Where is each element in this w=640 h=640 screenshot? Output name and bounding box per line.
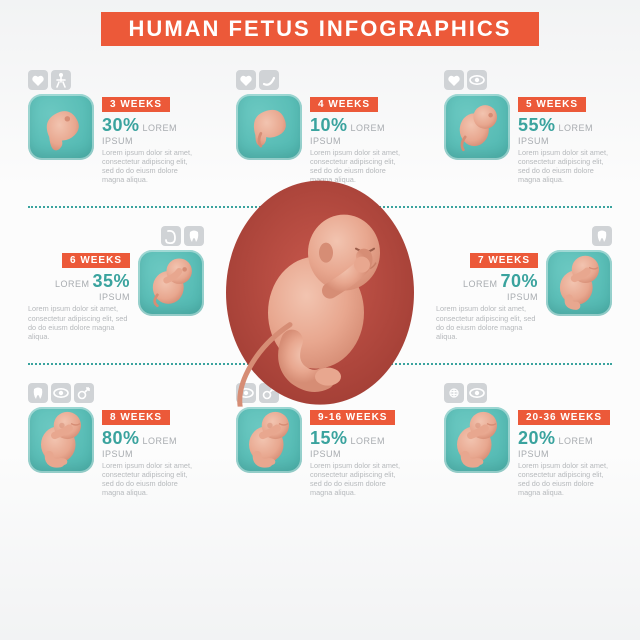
stage-w5: 5 WEEKS 55% LOREM IPSUMLorem ipsum dolor … [444, 70, 612, 184]
percent-line: 80% LOREM IPSUM [102, 428, 196, 459]
stage-text: 6 WEEKS 35% LOREM IPSUMLorem ipsum dolor … [28, 250, 130, 340]
tail-icon [259, 70, 279, 90]
eye-icon [51, 383, 71, 403]
percent-value: 35% [92, 271, 130, 291]
percent-value: 80% [102, 428, 140, 448]
stage-text: 7 WEEKS 70% LOREM IPSUMLorem ipsum dolor … [436, 250, 538, 340]
fetus-thumb [236, 94, 302, 160]
stage-body: 20-36 WEEKS 20% LOREM IPSUMLorem ipsum do… [444, 407, 612, 497]
stage-icons [28, 226, 204, 246]
stage-icons [444, 70, 612, 90]
heart-icon [28, 70, 48, 90]
fetus-thumb [28, 94, 94, 160]
weeks-label: 5 WEEKS [518, 97, 586, 112]
fetus-thumb [138, 250, 204, 316]
weeks-label: 3 WEEKS [102, 97, 170, 112]
brain-icon [444, 383, 464, 403]
percent-line: 35% LOREM IPSUM [28, 271, 130, 302]
weeks-label: 8 WEEKS [102, 410, 170, 425]
heart-icon [444, 70, 464, 90]
stage-w6: 6 WEEKS 35% LOREM IPSUMLorem ipsum dolor … [28, 226, 204, 340]
percent-line: 15% LOREM IPSUM [310, 428, 404, 459]
stages-grid: 3 WEEKS30% LOREM IPSUMLorem ipsum dolor … [0, 52, 640, 519]
stage-icons [28, 383, 196, 403]
stage-body: 6 WEEKS 35% LOREM IPSUMLorem ipsum dolor … [28, 250, 204, 340]
percent-line: 55% LOREM IPSUM [518, 115, 612, 146]
percent-value: 15% [310, 428, 348, 448]
percent-value: 20% [518, 428, 556, 448]
stage-w4: 4 WEEKS10% LOREM IPSUMLorem ipsum dolor … [236, 70, 404, 184]
stage-text: 5 WEEKS 55% LOREM IPSUMLorem ipsum dolor … [518, 94, 612, 184]
percent-line: 10% LOREM IPSUM [310, 115, 404, 146]
stage-w7: 7 WEEKS 70% LOREM IPSUMLorem ipsum dolor … [436, 226, 612, 340]
weeks-label: 6 WEEKS [62, 253, 130, 268]
weeks-label: 4 WEEKS [310, 97, 378, 112]
hero-fetus [220, 174, 420, 406]
percent-line: 70% LOREM IPSUM [436, 271, 538, 302]
weeks-label: 9-16 WEEKS [310, 410, 395, 425]
ear-icon [161, 226, 181, 246]
stage-body: 4 WEEKS10% LOREM IPSUMLorem ipsum dolor … [236, 94, 404, 184]
stage-desc: Lorem ipsum dolor sit amet, consectetur … [102, 461, 196, 497]
stage-text: 3 WEEKS 30% LOREM IPSUMLorem ipsum dolor … [102, 94, 196, 184]
stage-body: 3 WEEKS 30% LOREM IPSUMLorem ipsum dolor … [28, 94, 196, 184]
title-bar: HUMAN FETUS INFOGRAPHICS [0, 0, 640, 52]
eye-icon [467, 70, 487, 90]
weeks-label: 20-36 WEEKS [518, 410, 610, 425]
stage-desc: Lorem ipsum dolor sit amet, consectetur … [518, 461, 612, 497]
tooth-icon [592, 226, 612, 246]
stage-desc: Lorem ipsum dolor sit amet, consectetur … [310, 461, 404, 497]
page-title: HUMAN FETUS INFOGRAPHICS [101, 12, 540, 46]
percent-value: 55% [518, 115, 556, 135]
heart-icon [236, 70, 256, 90]
percent-line: 30% LOREM IPSUM [102, 115, 196, 146]
stage-w20: 20-36 WEEKS 20% LOREM IPSUMLorem ipsum do… [444, 383, 612, 497]
stage-desc: Lorem ipsum dolor sit amet, consectetur … [518, 148, 612, 184]
fetus-thumb [546, 250, 612, 316]
fetus-thumb [28, 407, 94, 473]
stage-desc: Lorem ipsum dolor sit amet, consectetur … [436, 304, 538, 340]
tooth-icon [184, 226, 204, 246]
weeks-label: 7 WEEKS [470, 253, 538, 268]
percent-line: 20% LOREM IPSUM [518, 428, 612, 459]
stage-text: 8 WEEKS 80% LOREM IPSUMLorem ipsum dolor … [102, 407, 196, 497]
stage-icons [436, 226, 612, 246]
stage-icons [444, 383, 612, 403]
stage-icons [236, 70, 404, 90]
stage-body: 7 WEEKS 70% LOREM IPSUMLorem ipsum dolor … [436, 250, 612, 340]
stage-w8: 8 WEEKS 80% LOREM IPSUMLorem ipsum dolor … [28, 383, 196, 497]
stage-body: 9-16 WEEKS 15% LOREM IPSUMLorem ipsum dol… [236, 407, 404, 497]
tooth-icon [28, 383, 48, 403]
stage-text: 20-36 WEEKS 20% LOREM IPSUMLorem ipsum do… [518, 407, 612, 497]
fetus-thumb [444, 407, 510, 473]
stage-body: 5 WEEKS 55% LOREM IPSUMLorem ipsum dolor … [444, 94, 612, 184]
percent-value: 10% [310, 115, 348, 135]
stage-icons [28, 70, 196, 90]
stage-w3: 3 WEEKS 30% LOREM IPSUMLorem ipsum dolor … [28, 70, 196, 184]
gender-icon [74, 383, 94, 403]
stage-text: 4 WEEKS10% LOREM IPSUMLorem ipsum dolor … [310, 94, 404, 184]
percent-value: 70% [500, 271, 538, 291]
fetus-thumb [444, 94, 510, 160]
eye-icon [467, 383, 487, 403]
stretch-icon [51, 70, 71, 90]
stage-desc: Lorem ipsum dolor sit amet, consectetur … [102, 148, 196, 184]
percent-value: 30% [102, 115, 140, 135]
stage-body: 8 WEEKS 80% LOREM IPSUMLorem ipsum dolor … [28, 407, 196, 497]
stage-desc: Lorem ipsum dolor sit amet, consectetur … [28, 304, 130, 340]
fetus-thumb [236, 407, 302, 473]
stage-text: 9-16 WEEKS 15% LOREM IPSUMLorem ipsum dol… [310, 407, 404, 497]
